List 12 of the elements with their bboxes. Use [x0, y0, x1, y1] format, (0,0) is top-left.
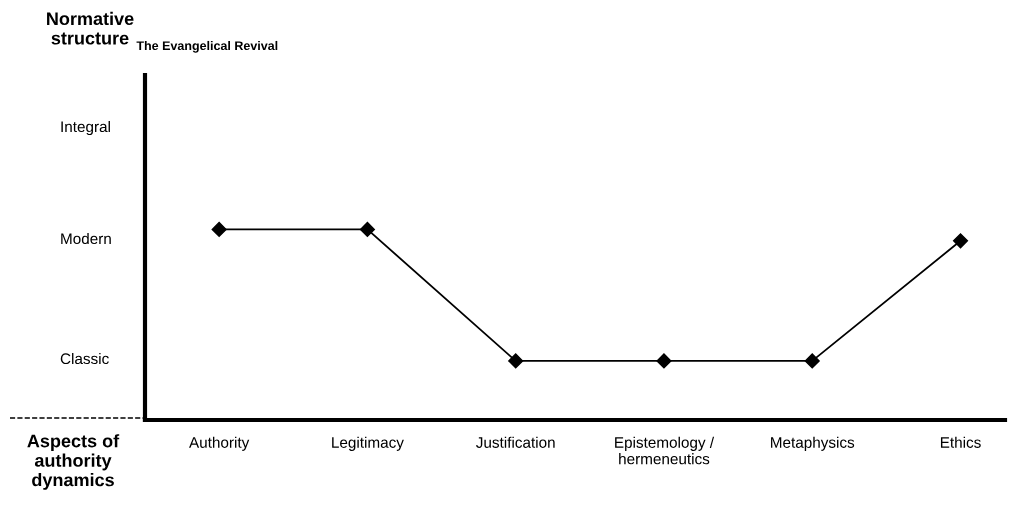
text: Classic	[60, 352, 109, 365]
text: Integral	[61, 120, 110, 136]
x-tick-label: Ethics	[940, 436, 981, 448]
chart-title: The Evangelical Revival	[136, 40, 278, 53]
x-tick-label: Legitimacy	[332, 436, 404, 451]
text: Modern	[61, 232, 111, 245]
x-tick-label: Epistemology / hermeneutics	[615, 436, 715, 465]
text: Normative structure	[47, 11, 134, 45]
x-tick-label: Justification	[476, 436, 555, 448]
x-axis-title: Aspects of authority dynamics	[27, 434, 120, 490]
x-tick-label: Metaphysics	[771, 436, 855, 451]
x-tick-label: Authority	[189, 436, 250, 451]
